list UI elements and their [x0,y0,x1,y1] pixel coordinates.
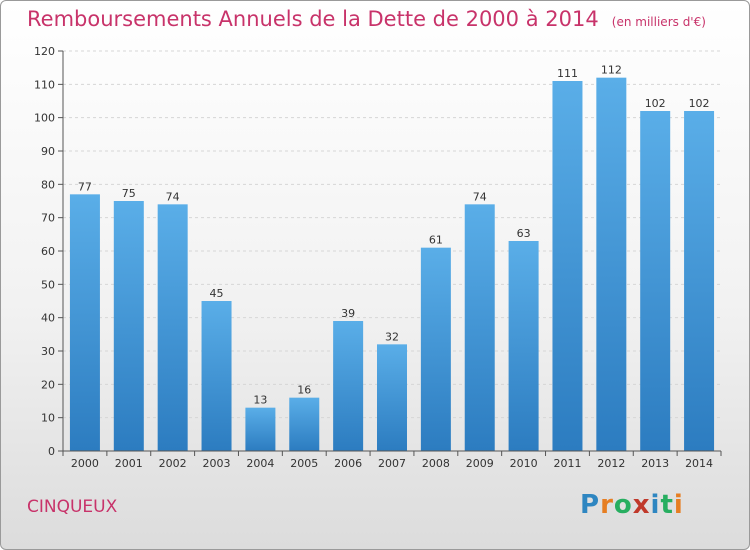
x-tick-label-2010: 2010 [510,457,538,470]
bar-2013 [640,111,671,451]
y-tick-label: 0 [48,445,55,458]
y-tick-label: 50 [41,278,55,291]
data-label-2013: 102 [645,97,666,110]
data-label-2009: 74 [473,190,487,203]
y-tick-label: 40 [41,312,55,325]
y-tick-label: 10 [41,412,55,425]
bar-2011 [552,81,583,451]
chart-title: Remboursements Annuels de la Dette de 20… [27,7,599,31]
x-tick-label-2013: 2013 [641,457,669,470]
x-axis-ticks: 2000 2001 2002 2003 2004 2005 2006 2007 2008 2009… [62,450,722,470]
bar-2010 [508,241,539,451]
x-tick-label-2012: 2012 [597,457,625,470]
data-label-2000: 77 [78,180,92,193]
data-label-2011: 111 [557,67,578,80]
bar-2002 [157,204,188,451]
logo-letter: x [632,490,651,520]
logo-letter: t [660,490,674,520]
x-tick-label-2005: 2005 [290,457,318,470]
y-tick-label: 20 [41,378,55,391]
bar-2000 [69,194,100,452]
y-tick-label: 90 [41,145,55,158]
x-tick-label-2007: 2007 [378,457,406,470]
x-tick-label-2008: 2008 [422,457,450,470]
x-tick-label-2011: 2011 [553,457,581,470]
x-tick-label-2003: 2003 [203,457,231,470]
bars [69,77,715,452]
data-label-2005: 16 [297,384,311,397]
bar-2012 [596,77,627,452]
y-tick-label: 70 [41,212,55,225]
logo-letter: o [613,490,633,520]
y-tick-label: 100 [34,112,55,125]
data-label-2012: 112 [601,64,622,77]
y-tick-label: 60 [41,245,55,258]
bar-2007 [377,344,407,451]
data-labels: 77 75 74 45 13 16 39 32 61 74 63 111 112 102 102 [78,64,710,407]
bar-2009 [464,204,495,451]
bar-2005 [289,397,320,451]
y-axis-ticks: 0 10 20 30 40 50 60 70 80 90 100 110 120 [34,45,64,458]
bar-2001 [113,201,144,451]
data-label-2010: 63 [517,227,531,240]
y-tick-label: 110 [34,78,55,91]
chart-title-block: Remboursements Annuels de la Dette de 20… [27,7,706,31]
y-tick-label: 30 [41,345,55,358]
x-tick-label-2004: 2004 [246,457,274,470]
logo-letter: i [650,490,661,520]
y-tick-label: 120 [34,45,55,58]
data-label-2007: 32 [385,330,399,343]
data-label-2004: 13 [253,394,267,407]
data-label-2008: 61 [429,234,443,247]
bar-2014 [684,111,715,451]
bar-2008 [420,247,451,451]
y-tick-label: 80 [41,178,55,191]
data-label-2002: 74 [166,190,180,203]
x-tick-label-2000: 2000 [71,457,99,470]
x-tick-label-2006: 2006 [334,457,362,470]
data-label-2001: 75 [122,187,136,200]
logo-letter: r [600,490,614,520]
data-label-2006: 39 [341,307,355,320]
commune-name: CINQUEUX [27,497,118,517]
bar-2004 [245,407,276,451]
proxiti-logo[interactable]: Proxiti [580,490,684,520]
logo-letter: P [580,490,601,520]
data-label-2014: 102 [689,97,710,110]
bar-2006 [333,321,364,451]
x-tick-label-2009: 2009 [466,457,494,470]
x-tick-label-2014: 2014 [685,457,713,470]
chart-unit: (en milliers d'€) [611,15,706,29]
logo-letter: i [673,490,684,520]
data-label-2003: 45 [210,287,224,300]
x-tick-label-2001: 2001 [115,457,143,470]
x-tick-label-2002: 2002 [159,457,187,470]
bar-2003 [201,301,232,451]
